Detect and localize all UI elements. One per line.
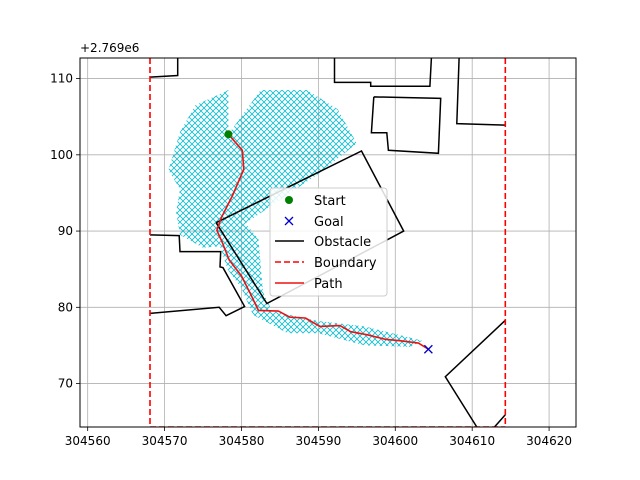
obstacle-outline bbox=[333, 58, 433, 87]
legend-box bbox=[269, 187, 388, 297]
legend-goal-label: Goal bbox=[314, 215, 344, 230]
obstacle-outline bbox=[149, 234, 246, 317]
y-tick-label: 90 bbox=[58, 224, 73, 238]
legend-start-marker bbox=[285, 196, 293, 204]
goal-marker bbox=[423, 344, 433, 354]
y-tick-label: 80 bbox=[58, 300, 73, 314]
obstacle-outline bbox=[444, 319, 506, 427]
plot-data bbox=[149, 58, 507, 427]
explored-nodes bbox=[168, 90, 423, 347]
x-tick-label: 304580 bbox=[219, 434, 265, 448]
obstacle-outline bbox=[370, 96, 442, 155]
ticks: 304560 304570 304580 304590 304600 304610 3046… bbox=[50, 72, 572, 448]
y-tick-label: 70 bbox=[58, 377, 73, 391]
axes-frame bbox=[79, 57, 577, 428]
start-marker bbox=[224, 130, 233, 139]
obstacle-outline bbox=[215, 150, 405, 305]
x-tick-label: 304620 bbox=[526, 434, 572, 448]
x-tick-label: 304590 bbox=[295, 434, 341, 448]
x-tick-label: 304610 bbox=[449, 434, 495, 448]
y-tick-label: 110 bbox=[50, 72, 73, 86]
path-line bbox=[216, 133, 429, 350]
legend: Start Goal Obstacle Boundary Path bbox=[269, 187, 388, 297]
y-tick-label: 100 bbox=[50, 148, 73, 162]
legend-obstacle-label: Obstacle bbox=[314, 235, 371, 250]
legend-start-label: Start bbox=[314, 194, 346, 209]
legend-goal-marker bbox=[284, 216, 294, 226]
obstacle-outline bbox=[456, 58, 506, 126]
obstacle-outline bbox=[493, 414, 506, 427]
legend-path-label: Path bbox=[314, 277, 343, 292]
x-tick-label: 304600 bbox=[372, 434, 418, 448]
x-tick-label: 304560 bbox=[65, 434, 111, 448]
y-offset-label: +2.769e6 bbox=[80, 41, 139, 55]
legend-boundary-label: Boundary bbox=[314, 256, 377, 271]
obstacle-outline bbox=[149, 58, 179, 78]
x-tick-label: 304570 bbox=[142, 434, 188, 448]
